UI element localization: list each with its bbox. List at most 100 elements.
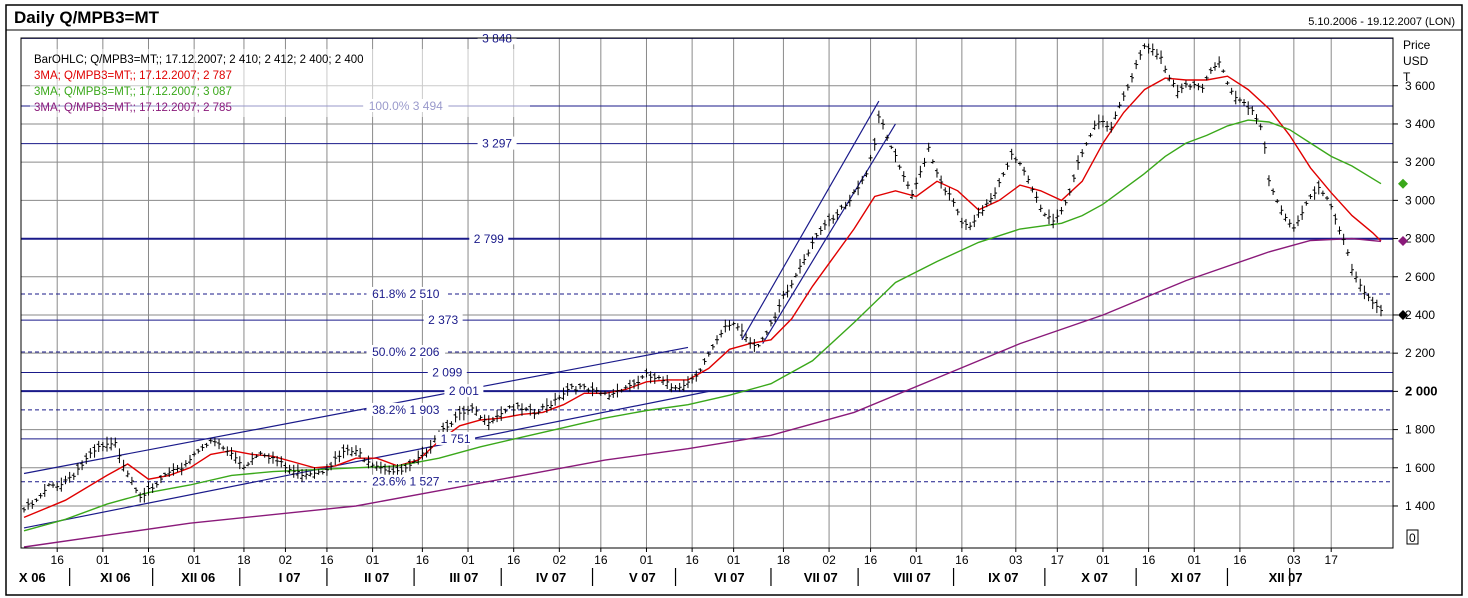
level-label-backdrop	[423, 313, 463, 327]
y-tick-label: 2 400	[1405, 308, 1435, 322]
legend: BarOHLC; Q/MPB3=MT;; 17.12.2007; 2 410; …	[30, 49, 530, 117]
level-label: 38.2% 1 903	[372, 403, 440, 417]
y-tick-label: 1 600	[1405, 461, 1435, 475]
x-tick-label: 16	[416, 553, 430, 567]
x-tick-label: 16	[320, 553, 334, 567]
moving-averages	[23, 75, 1382, 548]
y-tick-label: 3 600	[1405, 79, 1435, 93]
x-tick-label: 16	[51, 553, 65, 567]
date-range: 5.10.2006 - 19.12.2007 (LON)	[1308, 16, 1455, 28]
x-tick-label: 16	[507, 553, 521, 567]
x-axis-ticks: 16 01 16 01 18 02 16 01 16 01 16 02 16 01 16 01 18 02 16 01…	[19, 548, 1338, 586]
x-tick-label: 16	[685, 553, 699, 567]
unit-line-3: T	[1403, 70, 1411, 84]
x-tick-label: 02	[822, 553, 836, 567]
y-tick-label: 3 000	[1405, 193, 1435, 207]
x-tick-label: 01	[1188, 553, 1202, 567]
y-tick-label: 2 000	[1405, 383, 1438, 398]
month-label: XII 07	[1269, 570, 1303, 585]
chart-title: Daily Q/MPB3=MT	[14, 8, 160, 27]
x-tick-label: 18	[777, 553, 791, 567]
level-label: 2 373	[428, 313, 458, 327]
level-label-backdrop	[469, 231, 509, 245]
month-label: VI 07	[714, 570, 744, 585]
unit-line-1: Price	[1403, 38, 1431, 52]
last-value-markers	[1398, 178, 1408, 320]
last-value-marker	[1398, 178, 1408, 189]
trend-line	[23, 346, 689, 475]
month-label: II 07	[364, 570, 389, 585]
trend-line	[23, 390, 709, 529]
ma-series-line	[23, 119, 1382, 532]
ohlc-bars	[22, 43, 1383, 513]
y-axis-ticks: 3 600 3 400 3 200 3 000 2 800 2 600 2 400 2 200…	[1393, 79, 1438, 513]
x-tick-label: 16	[1233, 553, 1247, 567]
y-tick-label: 1 400	[1405, 499, 1435, 513]
month-label: XI 07	[1171, 570, 1201, 585]
legend-ma-green: 3MA; Q/MPB3=MT;; 17.12.2007; 3 087	[34, 86, 232, 98]
month-label: XII 06	[181, 570, 215, 585]
legend-ohlc: BarOHLC; Q/MPB3=MT;; 17.12.2007; 2 410; …	[34, 54, 364, 66]
level-label: 23.6% 1 527	[372, 475, 440, 489]
y-tick-label: 2 800	[1405, 232, 1435, 246]
trend-line	[762, 123, 896, 344]
level-label: 1 751	[441, 432, 471, 446]
y-tick-label: 3 200	[1405, 155, 1435, 169]
x-tick-label: 01	[910, 553, 924, 567]
month-label: V 07	[629, 570, 656, 585]
month-label: IV 07	[536, 570, 566, 585]
level-label-backdrop	[444, 384, 484, 398]
month-label: III 07	[449, 570, 478, 585]
y-tick-label: 3 400	[1405, 117, 1435, 131]
legend-ma-red: 3MA; Q/MPB3=MT;; 17.12.2007; 2 787	[34, 70, 232, 82]
x-tick-label: 01	[461, 553, 475, 567]
month-label: VIII 07	[893, 570, 931, 585]
x-tick-label: 02	[279, 553, 293, 567]
x-tick-label: 18	[237, 553, 251, 567]
x-tick-label: 16	[142, 553, 156, 567]
x-tick-label: 01	[96, 553, 110, 567]
x-tick-label: 16	[864, 553, 878, 567]
level-label-backdrop	[427, 365, 467, 379]
level-label-backdrop	[366, 286, 446, 300]
x-tick-label: 16	[1142, 553, 1156, 567]
month-label: X 07	[1081, 570, 1108, 585]
legend-ma-purple: 3MA; Q/MPB3=MT;; 17.12.2007; 2 785	[34, 102, 232, 114]
y-tick-label: 2 600	[1405, 270, 1435, 284]
level-label: 2 099	[432, 365, 462, 379]
axis-unit-label: Price USD T	[1403, 38, 1431, 84]
y-tick-label: 2 200	[1405, 346, 1435, 360]
month-label: XI 06	[100, 570, 130, 585]
x-tick-label: 16	[955, 553, 969, 567]
month-label: I 07	[279, 570, 301, 585]
x-tick-label: 03	[1009, 553, 1023, 567]
level-label-backdrop	[436, 431, 476, 445]
outer-frame	[5, 4, 1463, 596]
level-label-backdrop	[477, 136, 517, 150]
trend-line	[741, 100, 880, 341]
unit-line-2: USD	[1403, 54, 1429, 68]
x-tick-label: 01	[366, 553, 380, 567]
month-label: IX 07	[988, 570, 1018, 585]
x-tick-label: 01	[1096, 553, 1110, 567]
x-tick-label: 01	[640, 553, 654, 567]
level-label: 2 799	[474, 232, 504, 246]
zero-label: 0	[1409, 531, 1416, 545]
level-label: 61.8% 2 510	[372, 287, 440, 301]
zero-box	[1406, 529, 1419, 545]
legend-backdrop	[30, 49, 530, 117]
level-label-backdrop	[366, 474, 446, 488]
y-tick-label: 1 800	[1405, 423, 1435, 437]
level-label: 2 001	[449, 384, 479, 398]
last-value-marker	[1398, 236, 1408, 247]
level-label-backdrop	[366, 402, 446, 416]
ma-series-line	[23, 237, 1382, 548]
x-tick-label: 17	[1325, 553, 1339, 567]
level-label-backdrop	[366, 345, 446, 359]
level-label: 3 297	[482, 137, 512, 151]
x-tick-label: 17	[1051, 553, 1065, 567]
last-value-marker	[1398, 309, 1408, 320]
ma-series-line	[23, 75, 1382, 519]
